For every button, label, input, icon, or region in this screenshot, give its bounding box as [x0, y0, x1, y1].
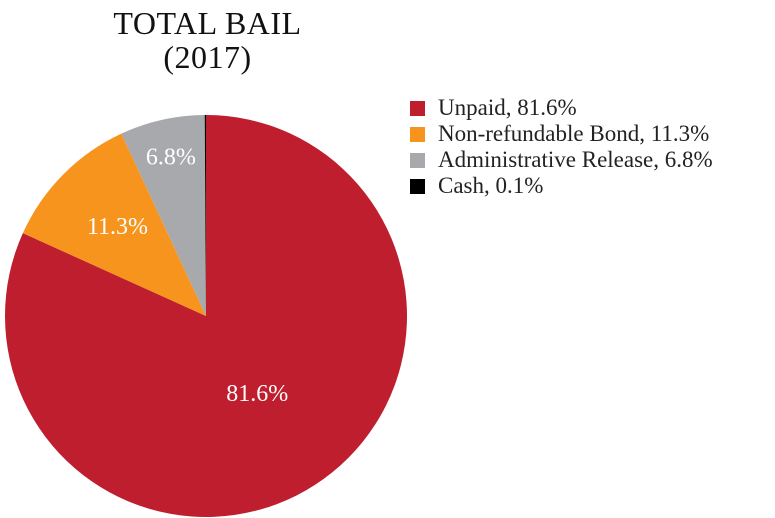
legend-swatch-non-refundable-bond — [410, 126, 425, 142]
legend-label-unpaid: Unpaid, 81.6% — [438, 95, 577, 120]
legend-swatch-administrative-release — [410, 152, 425, 168]
legend-swatch-unpaid — [410, 100, 425, 116]
legend-swatch-cash — [410, 178, 425, 194]
legend-label-administrative-release: Administrative Release, 6.8% — [438, 147, 713, 172]
pie-slice-unpaid — [5, 114, 408, 517]
data-label-unpaid: 81.6% — [226, 381, 288, 407]
legend: Unpaid, 81.6% Non-refundable Bond, 11.3%… — [410, 95, 713, 199]
legend-item-non-refundable-bond: Non-refundable Bond, 11.3% — [410, 121, 713, 147]
pie-slice-cash — [204, 114, 206, 317]
legend-item-cash: Cash, 0.1% — [410, 173, 713, 199]
legend-label-cash: Cash, 0.1% — [438, 173, 544, 198]
chart-subtitle-year: (2017) — [163, 39, 252, 75]
data-label-administrative-release: 6.8% — [146, 145, 196, 171]
chart-title: TOTAL BAIL — [113, 5, 302, 41]
legend-item-administrative-release: Administrative Release, 6.8% — [410, 147, 713, 173]
legend-item-unpaid: Unpaid, 81.6% — [410, 95, 713, 121]
legend-label-non-refundable-bond: Non-refundable Bond, 11.3% — [438, 121, 710, 146]
data-label-non-refundable-bond: 11.3% — [87, 214, 148, 240]
pie-slice-non-refundable-bond — [22, 133, 206, 316]
pie-slice-administrative-release — [121, 115, 206, 316]
